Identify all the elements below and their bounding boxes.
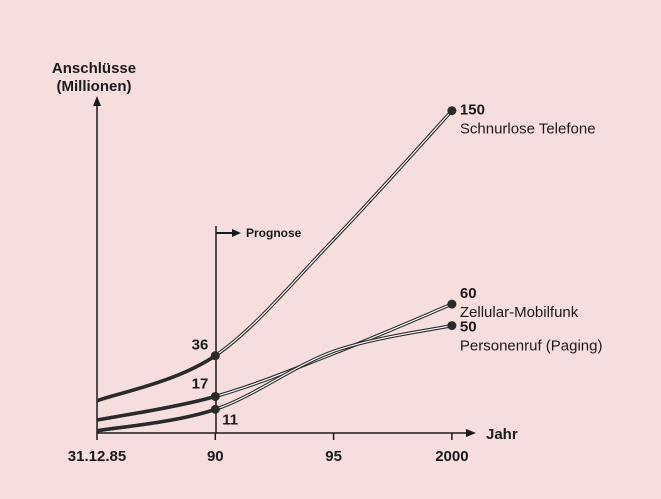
x-tick-label: 2000 [435, 448, 468, 465]
x-axis-arrow [466, 429, 476, 437]
data-point [447, 299, 457, 309]
data-label: 60 [460, 285, 477, 302]
x-tick-label: 90 [207, 448, 224, 465]
x-tick-label: 95 [325, 448, 342, 465]
y-axis-label: Anschlüsse [52, 60, 136, 77]
data-label: 50 [460, 319, 477, 336]
data-label: 17 [192, 375, 209, 392]
series-name: Personenruf (Paging) [460, 338, 603, 355]
annotation: Prognose [246, 226, 302, 240]
data-point [447, 106, 457, 116]
data-point [210, 404, 220, 414]
data-point [210, 391, 220, 401]
data-label: 150 [460, 102, 485, 119]
x-tick-label: 31.12.85 [68, 448, 126, 465]
series-history [96, 394, 216, 422]
data-point [210, 351, 220, 361]
series-name: Schnurlose Telefone [460, 121, 596, 138]
data-label: 36 [192, 337, 209, 354]
series-name: Zellular-Mobilfunk [460, 304, 579, 321]
y-axis-label: (Millionen) [57, 78, 132, 95]
x-axis-label: Jahr [486, 426, 518, 443]
data-label: 11 [222, 411, 238, 428]
series-history [96, 407, 216, 433]
data-point [447, 321, 457, 331]
y-axis-arrow [93, 96, 101, 106]
series-history [96, 354, 217, 403]
forecast-arrow-head [232, 229, 241, 237]
